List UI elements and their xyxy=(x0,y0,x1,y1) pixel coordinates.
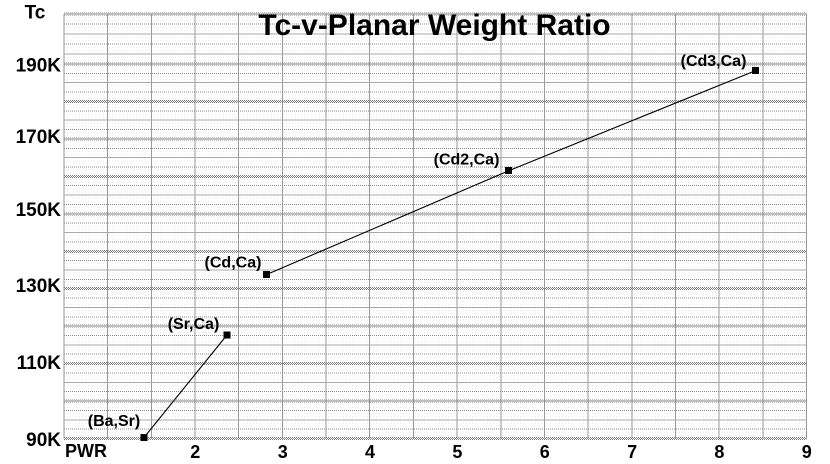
svg-text:(Ba,Sr): (Ba,Sr) xyxy=(88,413,140,430)
svg-text:150K: 150K xyxy=(16,200,62,221)
svg-text:4: 4 xyxy=(365,442,375,462)
svg-text:2: 2 xyxy=(190,442,200,462)
svg-text:170K: 170K xyxy=(16,127,62,148)
svg-text:Tc-v-Planar Weight Ratio: Tc-v-Planar Weight Ratio xyxy=(258,9,610,42)
svg-text:(Cd3,Ca): (Cd3,Ca) xyxy=(681,53,747,70)
svg-text:130K: 130K xyxy=(16,276,62,297)
svg-text:3: 3 xyxy=(278,442,288,462)
svg-text:PWR: PWR xyxy=(65,441,107,461)
svg-text:(Cd2,Ca): (Cd2,Ca) xyxy=(434,151,500,168)
svg-text:9: 9 xyxy=(802,442,812,462)
svg-text:90K: 90K xyxy=(26,430,61,451)
svg-text:Tc: Tc xyxy=(25,2,46,23)
svg-text:110K: 110K xyxy=(17,353,62,374)
svg-text:8: 8 xyxy=(714,442,724,462)
svg-text:6: 6 xyxy=(540,442,550,462)
svg-text:190K: 190K xyxy=(16,56,62,77)
svg-text:5: 5 xyxy=(452,442,462,462)
svg-text:(Cd,Ca): (Cd,Ca) xyxy=(205,254,262,271)
svg-text:7: 7 xyxy=(627,442,637,462)
svg-text:(Sr,Ca): (Sr,Ca) xyxy=(168,316,220,333)
